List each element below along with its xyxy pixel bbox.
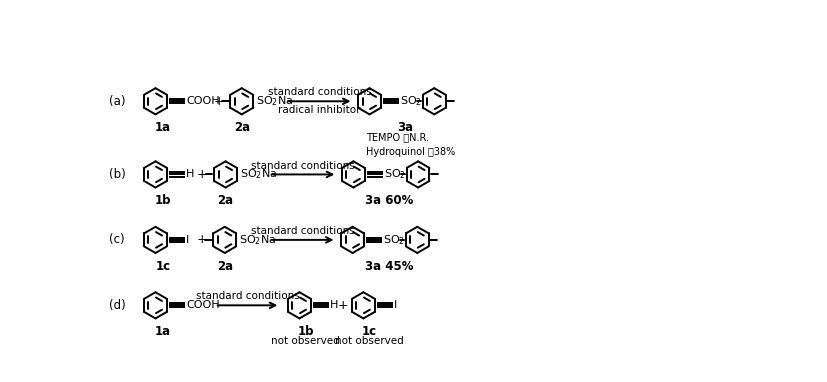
Text: 1b: 1b	[298, 325, 314, 338]
Text: 2a: 2a	[217, 260, 233, 273]
Text: SO$_2$: SO$_2$	[385, 168, 406, 181]
Text: standard conditions: standard conditions	[251, 160, 356, 171]
Text: +: +	[197, 168, 208, 181]
Text: 3a: 3a	[398, 121, 414, 134]
Text: not observed: not observed	[335, 336, 404, 346]
Text: standard conditions: standard conditions	[196, 291, 299, 301]
Text: 1c: 1c	[155, 260, 170, 273]
Text: 2a: 2a	[234, 121, 250, 134]
Text: not observed: not observed	[271, 336, 340, 346]
Text: 1c: 1c	[362, 325, 377, 338]
Text: I: I	[394, 300, 398, 310]
Text: SO$_2$Na: SO$_2$Na	[240, 168, 278, 181]
Text: radical inhibitor: radical inhibitor	[278, 105, 361, 115]
Text: TEMPO ：N.R.
Hydroquinol ：38%: TEMPO ：N.R. Hydroquinol ：38%	[366, 132, 455, 157]
Text: 1a: 1a	[155, 325, 171, 338]
Text: (c): (c)	[109, 233, 125, 246]
Text: standard conditions: standard conditions	[251, 226, 355, 236]
Text: standard conditions: standard conditions	[268, 87, 371, 97]
Text: I: I	[186, 235, 189, 245]
Text: SO$_2$: SO$_2$	[400, 94, 423, 108]
Text: 1a: 1a	[155, 121, 171, 134]
Text: 1b: 1b	[155, 194, 171, 207]
Text: H: H	[330, 300, 339, 310]
Text: COOH: COOH	[186, 96, 220, 106]
Text: 3a 60%: 3a 60%	[366, 194, 414, 207]
Text: +: +	[196, 233, 207, 246]
Text: +: +	[213, 95, 224, 108]
Text: (d): (d)	[109, 299, 126, 312]
Text: +: +	[338, 299, 349, 312]
Text: 2a: 2a	[218, 194, 233, 207]
Text: SO$_2$Na: SO$_2$Na	[240, 233, 277, 247]
Text: 3a 45%: 3a 45%	[365, 260, 413, 273]
Text: SO$_2$Na: SO$_2$Na	[256, 94, 294, 108]
Text: (b): (b)	[109, 168, 126, 181]
Text: COOH: COOH	[186, 300, 220, 310]
Text: SO$_2$: SO$_2$	[384, 233, 405, 247]
Text: (a): (a)	[109, 95, 126, 108]
Text: H: H	[186, 170, 194, 180]
